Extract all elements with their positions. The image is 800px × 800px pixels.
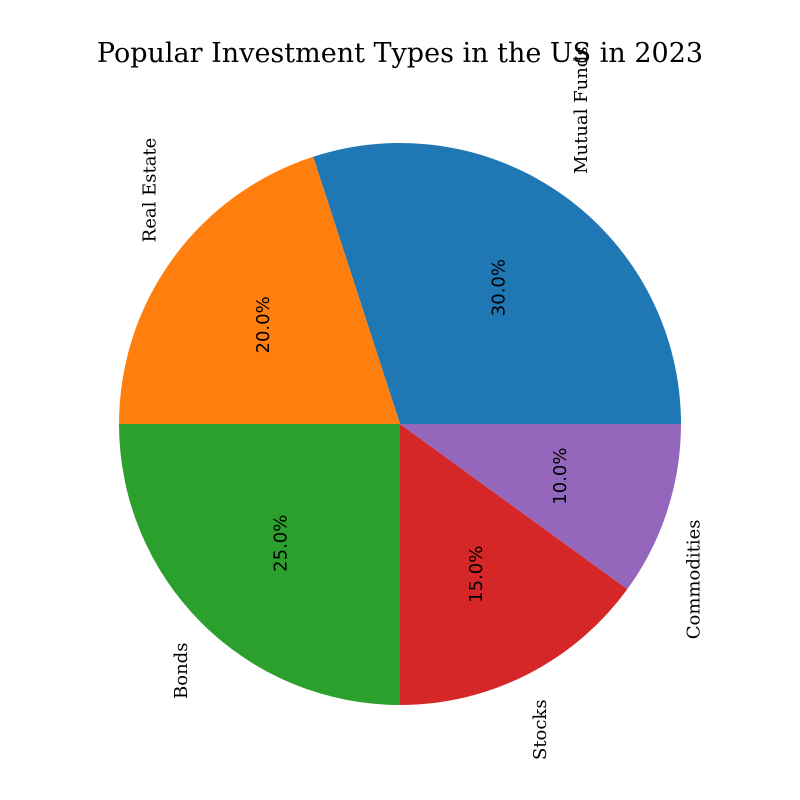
- slice-label-bonds: Bonds: [171, 643, 192, 699]
- pct-label-commodities: 10.0%: [550, 448, 571, 505]
- pct-label-stocks: 15.0%: [466, 546, 487, 603]
- pie-slice-stocks: [400, 424, 628, 705]
- pct-label-bonds: 25.0%: [270, 515, 291, 572]
- pie-slice-mutual-funds: [313, 142, 681, 424]
- slice-label-real-estate: Real Estate: [139, 138, 160, 243]
- pie-slice-real-estate: [119, 156, 400, 424]
- slice-label-mutual-funds: Mutual Funds: [571, 46, 592, 174]
- slice-label-commodities: Commodities: [683, 520, 704, 640]
- pie-slice-bonds: [119, 424, 400, 705]
- slice-label-stocks: Stocks: [530, 699, 551, 760]
- pct-label-mutual-funds: 30.0%: [489, 259, 510, 316]
- chart-title: Popular Investment Types in the US in 20…: [96, 38, 704, 69]
- pct-label-real-estate: 20.0%: [253, 296, 274, 353]
- pie-slice-commodities: [400, 424, 681, 590]
